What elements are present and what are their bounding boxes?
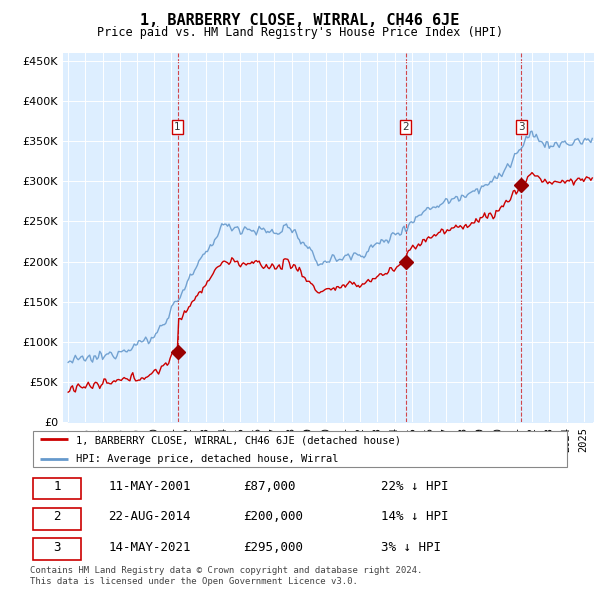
Text: 1, BARBERRY CLOSE, WIRRAL, CH46 6JE (detached house): 1, BARBERRY CLOSE, WIRRAL, CH46 6JE (det… — [76, 435, 401, 445]
Text: 14-MAY-2021: 14-MAY-2021 — [108, 540, 191, 553]
Text: £200,000: £200,000 — [244, 510, 304, 523]
Text: 3% ↓ HPI: 3% ↓ HPI — [381, 540, 441, 553]
FancyBboxPatch shape — [33, 477, 82, 500]
Text: 14% ↓ HPI: 14% ↓ HPI — [381, 510, 449, 523]
Text: 2: 2 — [403, 122, 409, 132]
Text: Contains HM Land Registry data © Crown copyright and database right 2024.: Contains HM Land Registry data © Crown c… — [30, 566, 422, 575]
Text: 1: 1 — [175, 122, 181, 132]
Text: 11-MAY-2001: 11-MAY-2001 — [108, 480, 191, 493]
Text: This data is licensed under the Open Government Licence v3.0.: This data is licensed under the Open Gov… — [30, 577, 358, 586]
Text: £295,000: £295,000 — [244, 540, 304, 553]
Text: HPI: Average price, detached house, Wirral: HPI: Average price, detached house, Wirr… — [76, 454, 338, 464]
Text: 1, BARBERRY CLOSE, WIRRAL, CH46 6JE: 1, BARBERRY CLOSE, WIRRAL, CH46 6JE — [140, 13, 460, 28]
Text: 22-AUG-2014: 22-AUG-2014 — [108, 510, 191, 523]
Text: 3: 3 — [53, 540, 61, 553]
Text: Price paid vs. HM Land Registry's House Price Index (HPI): Price paid vs. HM Land Registry's House … — [97, 26, 503, 39]
Text: 1: 1 — [53, 480, 61, 493]
Text: 2: 2 — [53, 510, 61, 523]
Text: £87,000: £87,000 — [244, 480, 296, 493]
FancyBboxPatch shape — [33, 431, 568, 467]
FancyBboxPatch shape — [33, 508, 82, 530]
FancyBboxPatch shape — [33, 538, 82, 560]
Text: 3: 3 — [518, 122, 524, 132]
Text: 22% ↓ HPI: 22% ↓ HPI — [381, 480, 449, 493]
